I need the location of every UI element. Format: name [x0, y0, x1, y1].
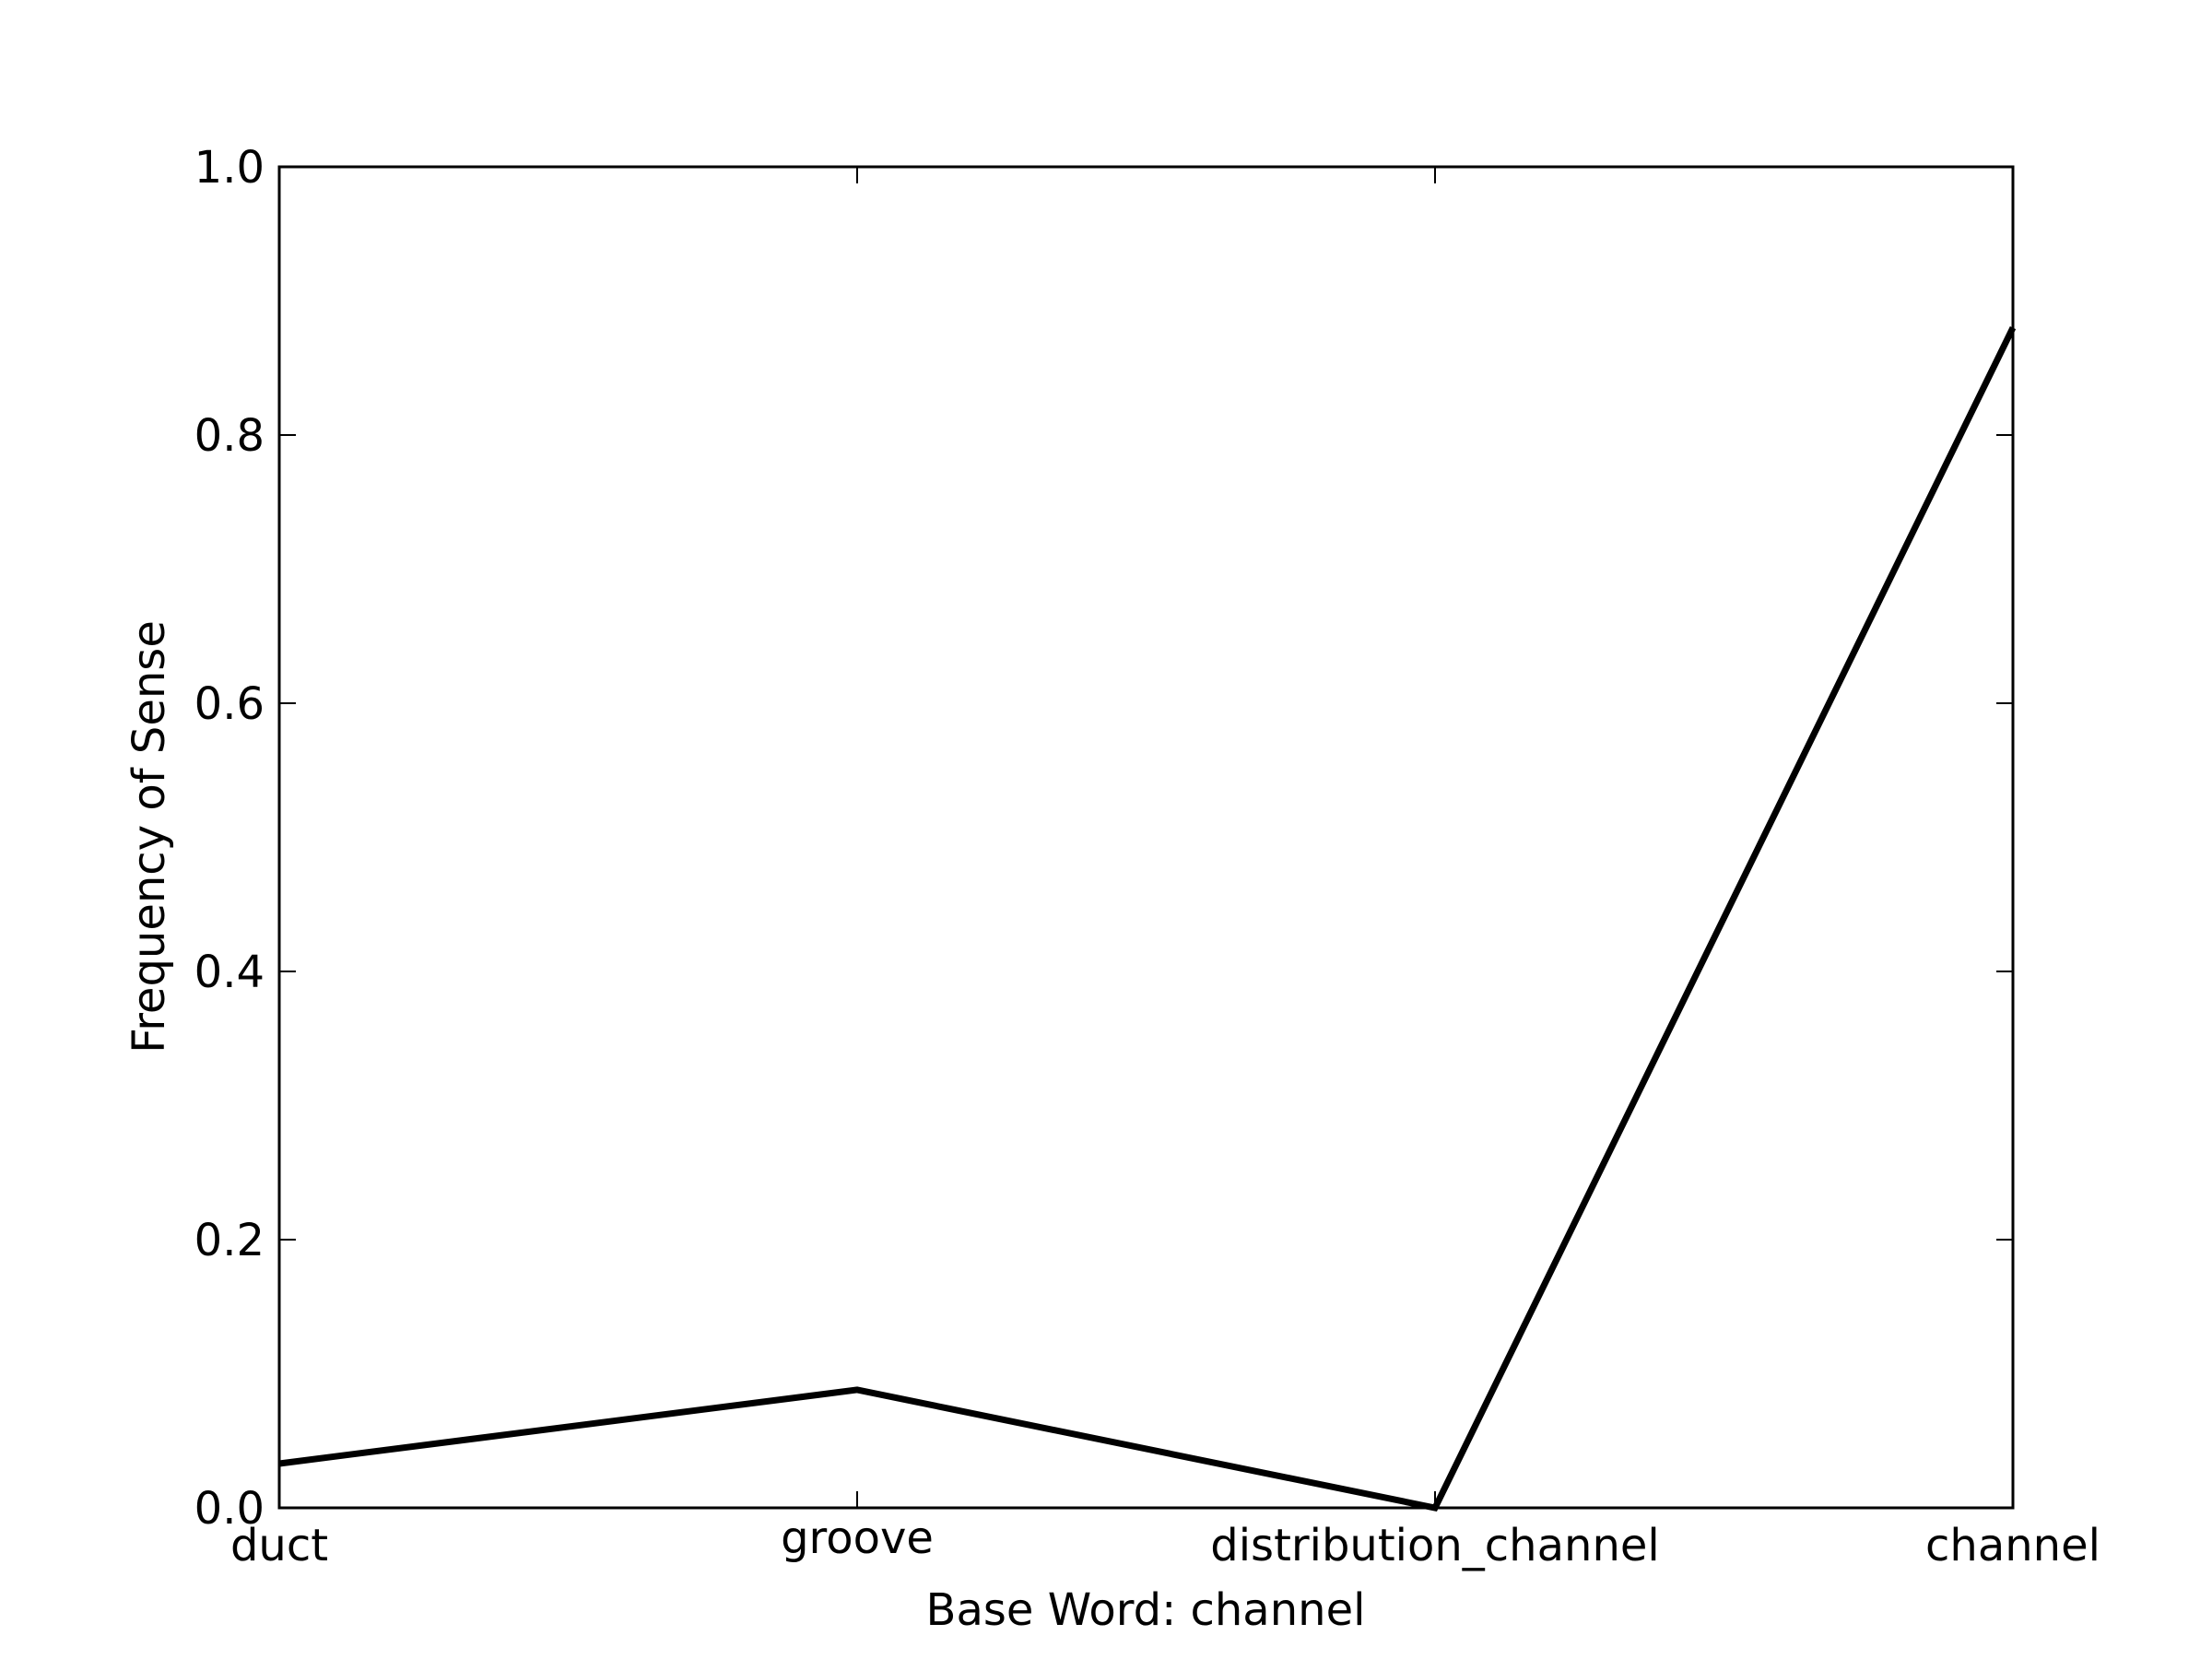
y-tick-label: 1.0: [194, 142, 265, 194]
x-tick-label: duct: [230, 1520, 328, 1571]
y-tick-label: 0.8: [194, 410, 265, 462]
x-tick-labels: duct groove distribution_channel channel: [230, 1512, 2100, 1571]
y-tick-label: 0.2: [194, 1215, 265, 1266]
y-tick-label: 0.0: [194, 1483, 265, 1535]
x-tick-label: channel: [1925, 1520, 2100, 1571]
plot-area: [277, 165, 2015, 1510]
y-tick-labels: 0.0 0.2 0.4 0.6 0.8 1.0: [194, 142, 265, 1535]
x-tick-label: distribution_channel: [1210, 1520, 1659, 1571]
y-tick-label: 0.6: [194, 678, 265, 730]
ticks: [278, 166, 2014, 1509]
plot-frame: [277, 165, 2015, 1510]
x-tick-label: groove: [781, 1512, 934, 1564]
y-axis-label: Frequency of Sense: [124, 620, 175, 1053]
x-axis-label: Base Word: channel: [926, 1584, 1366, 1636]
series-line: [278, 326, 2017, 1512]
y-tick-label: 0.4: [194, 947, 265, 998]
series-layer: [278, 326, 2017, 1512]
